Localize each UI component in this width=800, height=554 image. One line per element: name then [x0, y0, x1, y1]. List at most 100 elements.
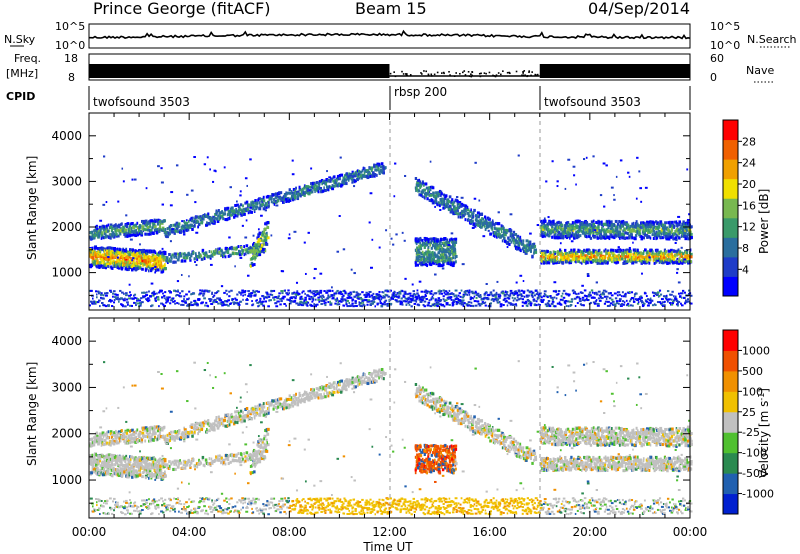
- power-cell: [415, 242, 418, 246]
- power-cell: [447, 243, 451, 246]
- power-cell: [247, 211, 250, 215]
- power-cell: [565, 237, 569, 240]
- power-cell: [561, 230, 564, 234]
- power-cell: [116, 247, 119, 251]
- power-cell: [258, 197, 260, 201]
- power-cell: [443, 203, 446, 207]
- power-cell: [236, 212, 240, 216]
- power-cell: [608, 224, 612, 228]
- power-cell: [134, 234, 138, 238]
- noise-left-label: N.Sky: [4, 33, 36, 46]
- power-cell: [385, 229, 388, 232]
- power-cell: [179, 254, 182, 258]
- power-cell: [156, 263, 160, 267]
- power-cell: [198, 223, 201, 227]
- power-cell: [359, 304, 363, 307]
- power-cell: [309, 303, 312, 306]
- power-cell: [627, 259, 629, 263]
- power-cell: [646, 257, 648, 261]
- power-cell: [155, 265, 159, 269]
- power-cell: [607, 235, 611, 239]
- power-cell: [418, 189, 421, 193]
- freq-point: [393, 71, 395, 73]
- power-cell: [415, 256, 419, 260]
- power-cell: [564, 234, 567, 238]
- power-cell: [121, 304, 124, 307]
- power-cell: [100, 292, 103, 295]
- power-cell: [309, 289, 312, 292]
- power-cell: [314, 183, 317, 187]
- power-cell: [375, 295, 378, 298]
- power-cell: [656, 232, 659, 236]
- power-cell: [117, 266, 121, 270]
- power-cell: [419, 241, 422, 245]
- power-cell: [266, 226, 270, 230]
- power-cell: [243, 209, 246, 213]
- power-cell: [191, 227, 194, 231]
- power-cell: [678, 231, 681, 235]
- power-cell: [509, 238, 512, 242]
- power-cell: [102, 203, 106, 206]
- power-cell: [659, 255, 663, 259]
- power-cell: [349, 291, 352, 294]
- power-cell: [176, 293, 179, 296]
- power-cell: [125, 263, 129, 267]
- power-cell: [644, 255, 648, 259]
- power-cell: [559, 236, 562, 240]
- power-cell: [652, 227, 655, 231]
- power-cell: [95, 224, 98, 228]
- power-cell: [328, 176, 332, 179]
- power-cell: [675, 239, 678, 242]
- power-cell: [644, 221, 646, 225]
- power-cell: [573, 227, 576, 231]
- power-cell: [120, 267, 123, 271]
- power-cell: [158, 291, 161, 294]
- power-cell: [109, 298, 112, 301]
- power-cell: [472, 215, 475, 219]
- power-cell: [129, 261, 132, 265]
- power-cell: [598, 256, 602, 260]
- power-cell: [426, 240, 428, 244]
- power-cell: [353, 290, 356, 293]
- power-cell: [132, 297, 135, 300]
- power-cell: [242, 298, 244, 301]
- power-cell: [109, 223, 113, 227]
- power-cell: [244, 293, 247, 296]
- power-cell: [92, 259, 96, 263]
- power-cell: [345, 172, 349, 176]
- power-cell: [367, 300, 371, 303]
- power-cell: [631, 233, 633, 237]
- power-cell: [299, 297, 302, 300]
- power-cell: [602, 236, 605, 240]
- power-cell: [157, 268, 160, 272]
- power-cell: [474, 224, 477, 228]
- power-cell: [248, 203, 251, 207]
- power-cell: [283, 194, 286, 198]
- power-cell: [253, 204, 256, 208]
- power-cell: [168, 296, 171, 299]
- power-cell: [450, 248, 454, 252]
- power-cell: [163, 266, 167, 270]
- power-cell: [592, 251, 595, 255]
- power-cell: [106, 227, 109, 231]
- power-cell: [650, 255, 654, 259]
- power-cell: [419, 255, 422, 259]
- power-cell: [650, 253, 653, 257]
- power-cell: [120, 250, 124, 254]
- power-cell: [92, 261, 95, 265]
- power-cell: [643, 258, 647, 262]
- power-cell: [249, 257, 252, 261]
- power-cell: [258, 207, 262, 211]
- power-cell: [219, 214, 222, 218]
- power-cell: [366, 169, 370, 173]
- power-cell: [668, 261, 671, 265]
- power-cell: [592, 249, 596, 253]
- power-cell: [394, 162, 397, 165]
- power-cell: [249, 264, 252, 268]
- power-cell: [464, 212, 467, 216]
- power-cell: [619, 250, 622, 254]
- power-cell: [127, 257, 130, 261]
- power-cell: [320, 299, 324, 302]
- power-cell: [101, 301, 104, 304]
- power-cell: [453, 253, 457, 257]
